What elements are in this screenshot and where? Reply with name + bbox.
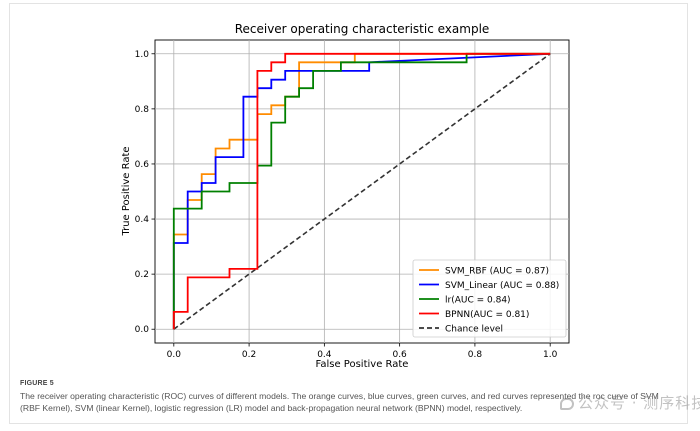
series-line-2 bbox=[172, 52, 551, 330]
y-axis-label: True Positive Rate bbox=[121, 146, 132, 236]
y-tick-label: 0.8 bbox=[135, 105, 150, 115]
wechat-icon bbox=[560, 397, 574, 410]
legend: SVM_RBF (AUC = 0.87) SVM_Linear (AUC = 0.… bbox=[412, 259, 567, 338]
series-line-4 bbox=[173, 53, 551, 330]
x-axis-label: False Positive Rate bbox=[316, 359, 409, 370]
y-tick-label: 0.2 bbox=[135, 270, 149, 280]
figure-caption: The receiver operating characteristic (R… bbox=[20, 391, 659, 413]
y-tick-label: 0.0 bbox=[135, 325, 150, 335]
x-tick-label: 0.8 bbox=[468, 350, 483, 360]
legend-label: BPNN(AUC = 0.81) bbox=[445, 310, 529, 320]
y-tick-label: 0.4 bbox=[135, 215, 150, 225]
legend-label: SVM_Linear (AUC = 0.88) bbox=[445, 281, 559, 291]
legend-label: lr(AUC = 0.84) bbox=[445, 296, 511, 306]
series-line-3 bbox=[172, 52, 551, 330]
legend-label: SVM_RBF (AUC = 0.87) bbox=[445, 267, 549, 277]
x-tick-label: 0.2 bbox=[242, 350, 256, 360]
legend-label: Chance level bbox=[445, 325, 503, 335]
watermark: 公众号 · 测序科技实验室 bbox=[560, 392, 700, 413]
figure-label: FIGURE 5 bbox=[20, 380, 54, 387]
chart-title: Receiver operating characteristic exampl… bbox=[235, 22, 490, 36]
legend-box bbox=[412, 259, 567, 338]
roc-chart: 0.0 0.2 0.4 0.6 0.8 1.0 0.0 0.2 0.4 0.6 0.8 1.0 Rec… bbox=[121, 22, 570, 370]
x-tick-label: 0.6 bbox=[392, 350, 407, 360]
x-tick-label: 1.0 bbox=[543, 350, 558, 360]
x-tick-label: 0.4 bbox=[317, 350, 332, 360]
watermark-text: 公众号 · 测序科技实验室 bbox=[578, 394, 700, 412]
y-tick-label: 1.0 bbox=[135, 50, 150, 60]
series-lines bbox=[172, 52, 551, 330]
ticks: 0.0 0.2 0.4 0.6 0.8 1.0 0.0 0.2 0.4 0.6 0.8 1.0 bbox=[135, 50, 558, 360]
series-line-1 bbox=[172, 52, 551, 330]
x-tick-label: 0.0 bbox=[167, 350, 182, 360]
y-tick-label: 0.6 bbox=[135, 160, 150, 170]
